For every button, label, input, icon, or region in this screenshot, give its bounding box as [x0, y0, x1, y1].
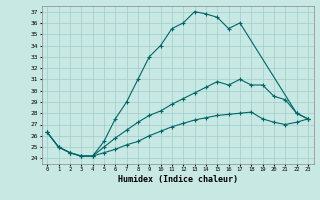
X-axis label: Humidex (Indice chaleur): Humidex (Indice chaleur) [118, 175, 237, 184]
